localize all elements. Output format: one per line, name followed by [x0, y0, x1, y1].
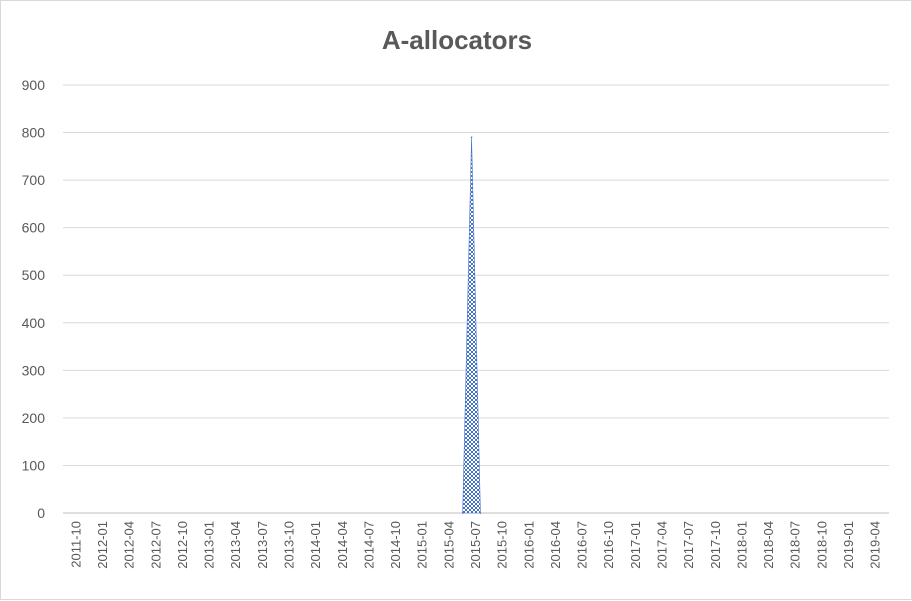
x-tick-label: 2013-10 [281, 521, 296, 569]
y-tick-label: 500 [22, 267, 46, 283]
y-tick-label: 700 [22, 172, 46, 188]
x-tick-label: 2013-04 [228, 521, 243, 569]
series-layer [461, 136, 482, 514]
x-tick-label: 2017-01 [628, 521, 643, 569]
x-tick-label: 2014-04 [335, 521, 350, 569]
x-tick-label: 2012-10 [175, 521, 190, 569]
data-point-2 [479, 512, 482, 514]
y-tick-label: 300 [22, 362, 46, 378]
x-tick-label: 2018-07 [788, 521, 803, 569]
x-tick-label: 2012-01 [95, 521, 110, 569]
x-tick-label: 2015-01 [415, 521, 430, 569]
x-tick-label: 2016-01 [521, 521, 536, 569]
y-tick-label: 900 [22, 77, 46, 93]
x-tick-label: 2019-04 [868, 521, 883, 569]
x-tick-label: 2018-10 [814, 521, 829, 569]
x-tick-label: 2015-10 [495, 521, 510, 569]
x-tick-label: 2019-01 [841, 521, 856, 569]
x-tick-label: 2012-04 [122, 521, 137, 569]
series-area-0 [462, 137, 481, 514]
y-tick-label: 100 [22, 457, 46, 473]
x-tick-label: 2017-07 [681, 521, 696, 569]
x-axis-ticks: 2011-10 2012-01 2012-04 2012-07 2012-10 2013-… [68, 521, 882, 569]
y-tick-label: 800 [22, 125, 46, 141]
x-tick-label: 2014-01 [308, 521, 323, 569]
x-tick-label: 2016-04 [548, 521, 563, 569]
y-tick-label: 600 [22, 220, 46, 236]
y-tick-label: 400 [22, 315, 46, 331]
data-point-1 [470, 136, 473, 139]
x-tick-label: 2015-07 [468, 521, 483, 569]
x-tick-label: 2018-04 [761, 521, 776, 569]
x-tick-label: 2014-07 [361, 521, 376, 569]
data-point-0 [461, 512, 464, 514]
x-tick-label: 2014-10 [388, 521, 403, 569]
x-tick-label: 2013-01 [202, 521, 217, 569]
x-tick-label: 2016-07 [575, 521, 590, 569]
x-tick-label: 2013-07 [255, 521, 270, 569]
x-tick-label: 2017-10 [708, 521, 723, 569]
y-axis-ticks: 0 100 200 300 400 500 600 700 800 900 [22, 77, 46, 521]
x-tick-label: 2018-01 [734, 521, 749, 569]
x-tick-label: 2015-04 [441, 521, 456, 569]
x-tick-label: 2012-07 [148, 521, 163, 569]
y-tick-label: 0 [37, 505, 45, 521]
y-tick-label: 200 [22, 410, 46, 426]
x-tick-label: 2017-04 [655, 521, 670, 569]
chart-title: A-allocators [382, 25, 532, 55]
x-tick-label: 2011-10 [68, 521, 83, 568]
x-tick-label: 2016-10 [601, 521, 616, 569]
